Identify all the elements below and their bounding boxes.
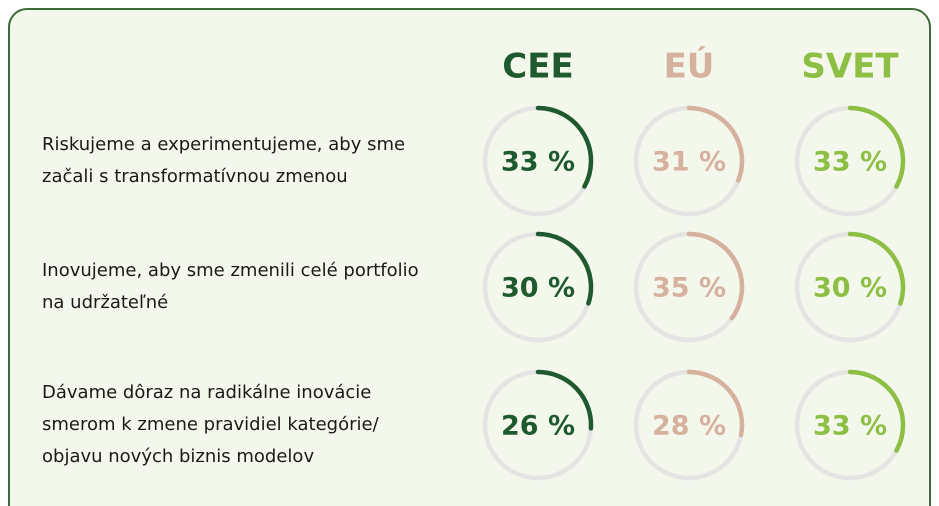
row-label: smerom k zmene pravidiel kategórie/	[42, 414, 380, 435]
row-label: na udržateľné	[42, 292, 168, 313]
row-label: začali s transformatívnou zmenou	[42, 166, 348, 187]
ring-arc	[686, 369, 745, 438]
value-label: 33 %	[813, 147, 887, 178]
value-label: 30 %	[501, 273, 575, 304]
value-label: 33 %	[813, 411, 887, 442]
value-label: 26 %	[501, 411, 575, 442]
value-label: 35 %	[652, 273, 726, 304]
value-label: 28 %	[652, 411, 726, 442]
row-label: Riskujeme a experimentujeme, aby sme	[42, 134, 405, 155]
ring-arc	[535, 105, 594, 189]
row-label: Inovujeme, aby sme zmenili celé portfoli…	[42, 260, 419, 281]
ring-arc	[535, 231, 594, 306]
value-label: 31 %	[652, 147, 726, 178]
ring-arc	[847, 105, 906, 189]
ring-arc	[847, 369, 906, 453]
column-header: EÚ	[664, 46, 715, 87]
row-label: Dávame dôraz na radikálne inovácie	[42, 382, 371, 403]
column-header: SVET	[801, 47, 899, 87]
ring-arc	[686, 105, 745, 183]
ring-arc	[535, 369, 594, 431]
ring-arc	[847, 231, 906, 306]
ring-arc	[686, 231, 745, 321]
value-label: 33 %	[501, 147, 575, 178]
column-header: CEE	[502, 47, 573, 87]
panel	[8, 8, 931, 506]
row-label: objavu nových biznis modelov	[42, 446, 314, 467]
value-label: 30 %	[813, 273, 887, 304]
